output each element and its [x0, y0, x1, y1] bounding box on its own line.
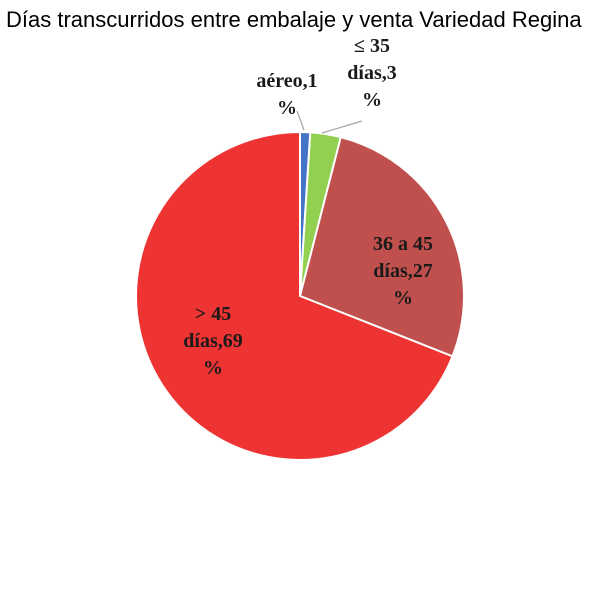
- slice-label-line: días,69: [183, 330, 242, 352]
- slice-label-line: días,3: [347, 62, 396, 84]
- slice-label-line: días,27: [373, 260, 432, 282]
- slice-label-line: aéreo,1: [256, 70, 317, 92]
- slice-label-3: 36 a 45 días,27%: [373, 233, 433, 309]
- leader-line-1: [296, 110, 305, 131]
- slice-label-line: %: [393, 287, 413, 309]
- slice-label-line: %: [277, 97, 297, 119]
- slice-label-line: 36 a 45: [373, 233, 433, 255]
- slice-label-line: ≤ 35: [354, 35, 390, 57]
- leader-line-2: [321, 120, 363, 134]
- slice-label-line: %: [203, 357, 223, 379]
- slice-label-line: > 45: [195, 303, 231, 325]
- slice-label-1: aéreo,1%: [256, 70, 317, 119]
- pie-slice-4: [135, 130, 454, 461]
- slice-label-2: ≤ 35 días,3%: [347, 35, 396, 111]
- slice-label-line: %: [362, 89, 382, 111]
- chart-title: Días transcurridos entre embalaje y vent…: [6, 7, 582, 32]
- slice-label-4: > 45 días,69%: [183, 303, 242, 379]
- pie-slice-3: [298, 135, 465, 358]
